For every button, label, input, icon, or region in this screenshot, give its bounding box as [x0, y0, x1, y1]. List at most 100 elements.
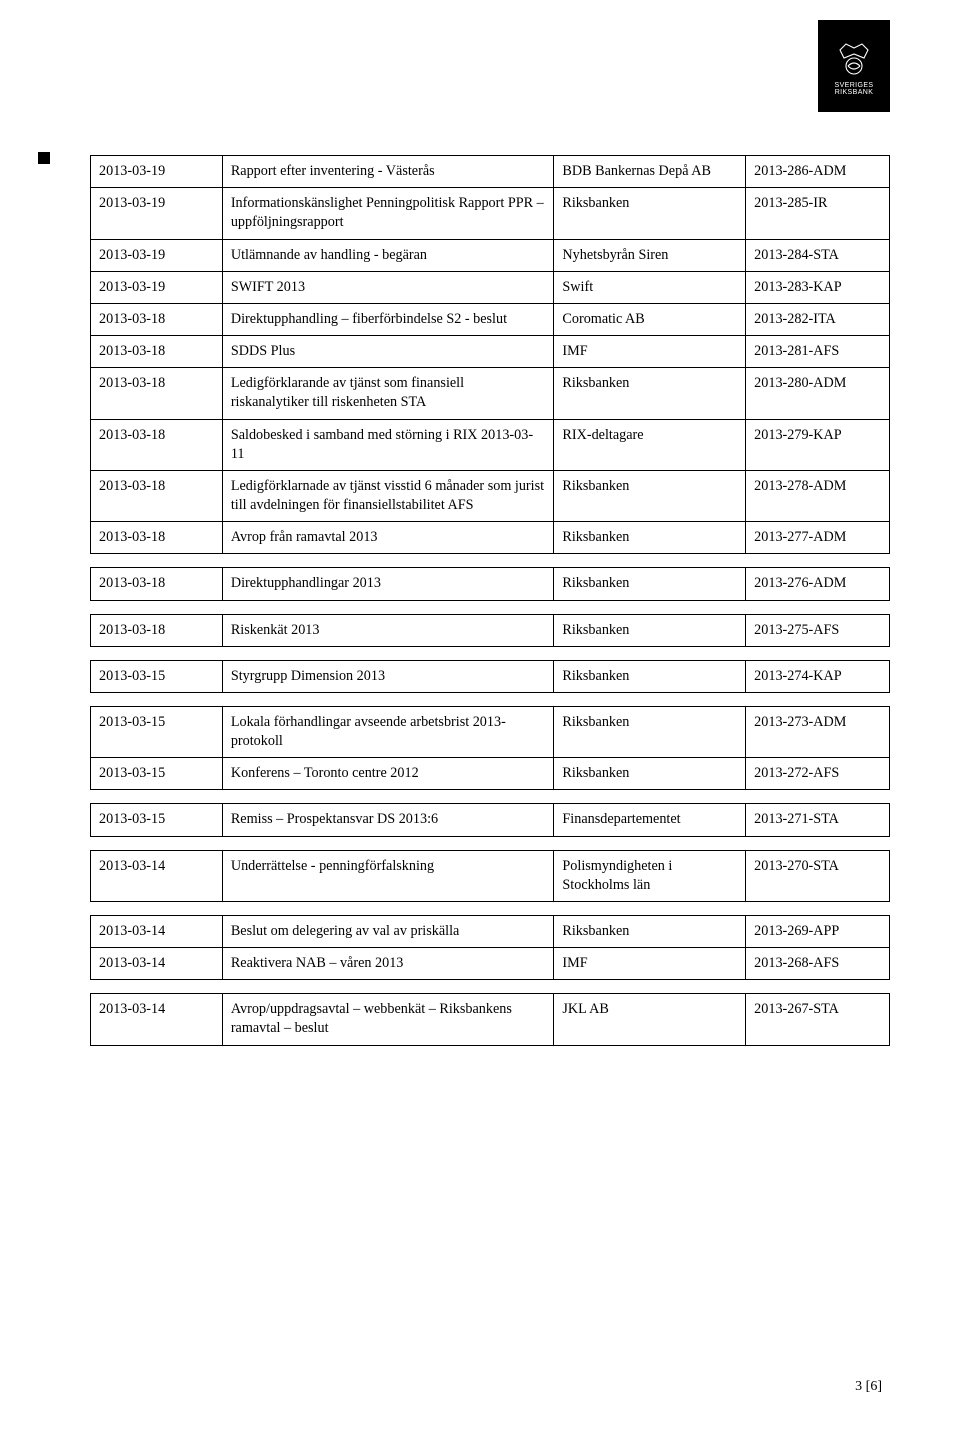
cell-party: IMF — [554, 948, 746, 980]
cell-ref: 2013-268-AFS — [746, 948, 890, 980]
cell-date: 2013-03-18 — [91, 470, 223, 521]
records-tbody: 2013-03-19Rapport efter inventering - Vä… — [91, 156, 890, 1046]
cell-subject: Rapport efter inventering - Västerås — [222, 156, 554, 188]
table-row: 2013-03-14Beslut om delegering av val av… — [91, 915, 890, 947]
cell-subject: Saldobesked i samband med störning i RIX… — [222, 419, 554, 470]
cell-ref: 2013-275-AFS — [746, 614, 890, 646]
group-spacer — [91, 790, 890, 804]
cell-date: 2013-03-14 — [91, 948, 223, 980]
cell-subject: Lokala förhandlingar avseende arbetsbris… — [222, 706, 554, 757]
table-row: 2013-03-18Riskenkät 2013Riksbanken2013-2… — [91, 614, 890, 646]
table-row: 2013-03-19Utlämnande av handling - begär… — [91, 239, 890, 271]
page-number: 3 [6] — [855, 1379, 882, 1395]
cell-ref: 2013-283-KAP — [746, 271, 890, 303]
cell-party: RIX-deltagare — [554, 419, 746, 470]
cell-date: 2013-03-18 — [91, 368, 223, 419]
cell-date: 2013-03-19 — [91, 271, 223, 303]
cell-ref: 2013-271-STA — [746, 804, 890, 836]
cell-party: Riksbanken — [554, 660, 746, 692]
cell-party: Riksbanken — [554, 522, 746, 554]
cell-date: 2013-03-14 — [91, 994, 223, 1045]
cell-subject: Underrättelse - penningförfalskning — [222, 850, 554, 901]
cell-date: 2013-03-14 — [91, 850, 223, 901]
table-row: 2013-03-18Ledigförklarande av tjänst som… — [91, 368, 890, 419]
table-row: 2013-03-18Saldobesked i samband med stör… — [91, 419, 890, 470]
cell-ref: 2013-278-ADM — [746, 470, 890, 521]
cell-party: JKL AB — [554, 994, 746, 1045]
records-table-container: 2013-03-19Rapport efter inventering - Vä… — [90, 155, 890, 1046]
cell-ref: 2013-276-ADM — [746, 568, 890, 600]
cell-ref: 2013-286-ADM — [746, 156, 890, 188]
group-spacer — [91, 836, 890, 850]
table-row: 2013-03-15Styrgrupp Dimension 2013Riksba… — [91, 660, 890, 692]
cell-subject: SDDS Plus — [222, 336, 554, 368]
cell-subject: SWIFT 2013 — [222, 271, 554, 303]
cell-subject: Direktupphandlingar 2013 — [222, 568, 554, 600]
cell-party: Riksbanken — [554, 568, 746, 600]
cell-subject: Ledigförklarande av tjänst som finansiel… — [222, 368, 554, 419]
cell-subject: Informationskänslighet Penningpolitisk R… — [222, 188, 554, 239]
cell-party: IMF — [554, 336, 746, 368]
cell-ref: 2013-274-KAP — [746, 660, 890, 692]
table-row: 2013-03-14Underrättelse - penningförfals… — [91, 850, 890, 901]
cell-date: 2013-03-18 — [91, 568, 223, 600]
cell-party: Polismyndigheten i Stockholms län — [554, 850, 746, 901]
crown-emblem-icon — [832, 36, 876, 80]
cell-ref: 2013-269-APP — [746, 915, 890, 947]
table-row: 2013-03-14Avrop/uppdragsavtal – webbenkä… — [91, 994, 890, 1045]
cell-subject: Konferens – Toronto centre 2012 — [222, 758, 554, 790]
cell-subject: Riskenkät 2013 — [222, 614, 554, 646]
cell-date: 2013-03-19 — [91, 156, 223, 188]
cell-subject: Direktupphandling – fiberförbindelse S2 … — [222, 303, 554, 335]
cell-party: Riksbanken — [554, 706, 746, 757]
table-row: 2013-03-18Direktupphandling – fiberförbi… — [91, 303, 890, 335]
table-row: 2013-03-19Rapport efter inventering - Vä… — [91, 156, 890, 188]
cell-ref: 2013-281-AFS — [746, 336, 890, 368]
group-spacer — [91, 980, 890, 994]
cell-ref: 2013-272-AFS — [746, 758, 890, 790]
cell-party: Riksbanken — [554, 758, 746, 790]
logo-text-line1: SVERIGES — [835, 82, 874, 89]
cell-party: Riksbanken — [554, 470, 746, 521]
table-row: 2013-03-18Ledigförklarnade av tjänst vis… — [91, 470, 890, 521]
cell-date: 2013-03-18 — [91, 336, 223, 368]
cell-ref: 2013-277-ADM — [746, 522, 890, 554]
cell-ref: 2013-285-IR — [746, 188, 890, 239]
cell-date: 2013-03-19 — [91, 188, 223, 239]
group-spacer — [91, 554, 890, 568]
cell-subject: Utlämnande av handling - begäran — [222, 239, 554, 271]
table-row: 2013-03-19Informationskänslighet Penning… — [91, 188, 890, 239]
cell-party: BDB Bankernas Depå AB — [554, 156, 746, 188]
cell-date: 2013-03-15 — [91, 804, 223, 836]
cell-party: Nyhetsbyrån Siren — [554, 239, 746, 271]
cell-date: 2013-03-18 — [91, 303, 223, 335]
cell-date: 2013-03-18 — [91, 522, 223, 554]
cell-subject: Ledigförklarnade av tjänst visstid 6 mån… — [222, 470, 554, 521]
cell-party: Swift — [554, 271, 746, 303]
cell-date: 2013-03-19 — [91, 239, 223, 271]
logo-text-line2: RIKSBANK — [835, 89, 874, 96]
group-spacer — [91, 692, 890, 706]
riksbank-logo-badge: SVERIGES RIKSBANK — [818, 20, 890, 112]
cell-party: Riksbanken — [554, 188, 746, 239]
document-page: SVERIGES RIKSBANK 2013-03-19Rapport efte… — [0, 0, 960, 1431]
cell-date: 2013-03-18 — [91, 614, 223, 646]
cell-party: Riksbanken — [554, 614, 746, 646]
cell-date: 2013-03-14 — [91, 915, 223, 947]
cell-ref: 2013-282-ITA — [746, 303, 890, 335]
cell-date: 2013-03-15 — [91, 706, 223, 757]
records-table: 2013-03-19Rapport efter inventering - Vä… — [90, 155, 890, 1046]
table-row: 2013-03-15Lokala förhandlingar avseende … — [91, 706, 890, 757]
cell-ref: 2013-284-STA — [746, 239, 890, 271]
table-row: 2013-03-18Direktupphandlingar 2013Riksba… — [91, 568, 890, 600]
cell-subject: Remiss – Prospektansvar DS 2013:6 — [222, 804, 554, 836]
cell-date: 2013-03-18 — [91, 419, 223, 470]
table-row: 2013-03-15Remiss – Prospektansvar DS 201… — [91, 804, 890, 836]
table-row: 2013-03-14Reaktivera NAB – våren 2013IMF… — [91, 948, 890, 980]
cell-ref: 2013-280-ADM — [746, 368, 890, 419]
cell-subject: Avrop från ramavtal 2013 — [222, 522, 554, 554]
cell-party: Riksbanken — [554, 915, 746, 947]
logo-text: SVERIGES RIKSBANK — [835, 82, 874, 97]
cell-subject: Beslut om delegering av val av priskälla — [222, 915, 554, 947]
cell-subject: Styrgrupp Dimension 2013 — [222, 660, 554, 692]
